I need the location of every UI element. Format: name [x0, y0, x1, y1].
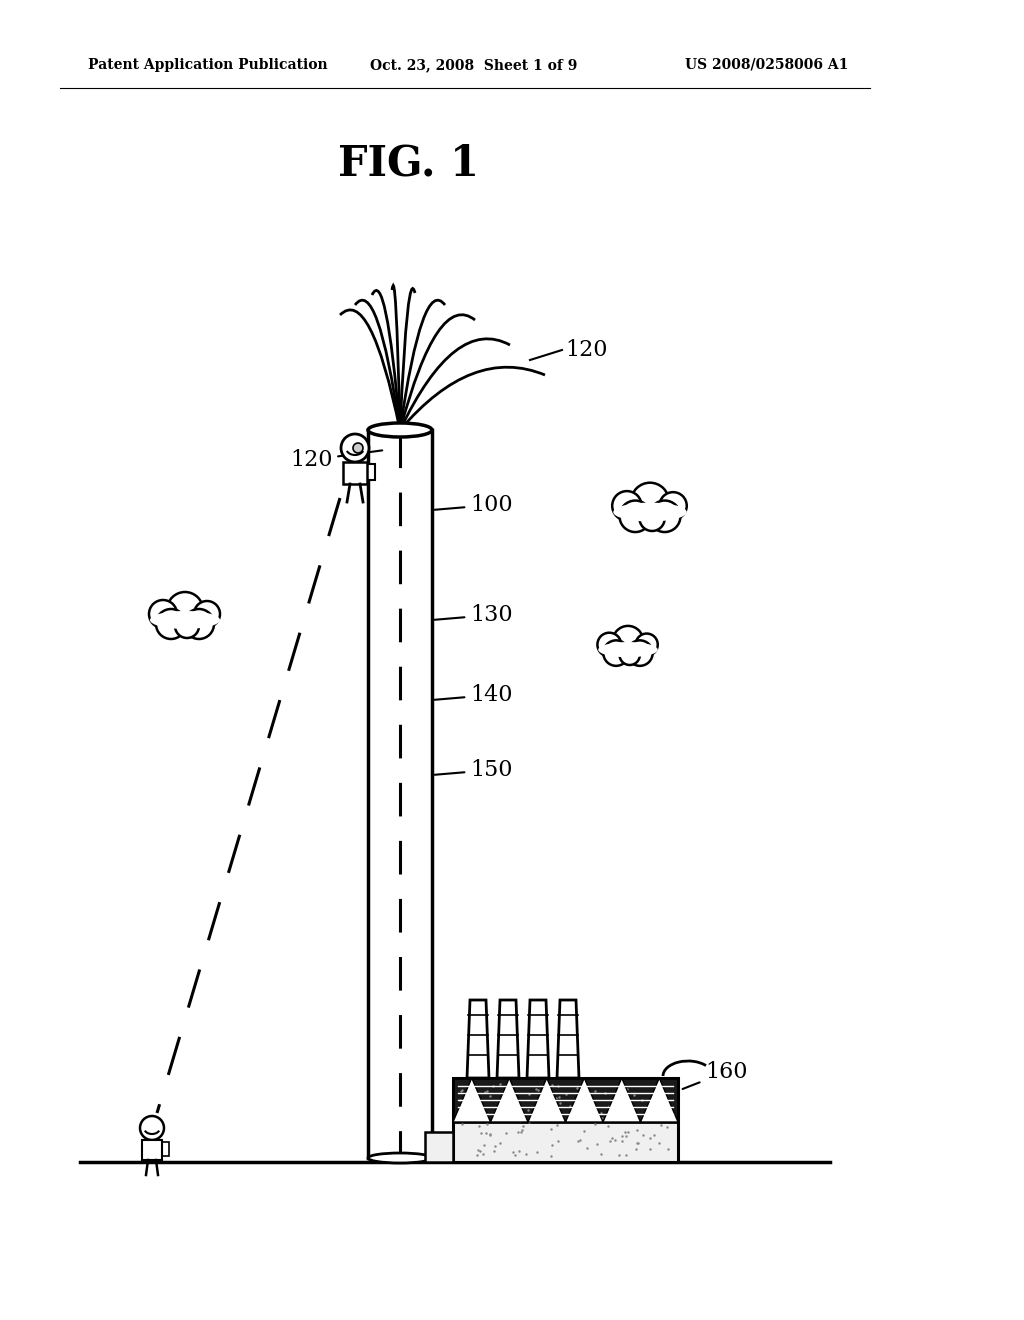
Ellipse shape [147, 605, 222, 631]
Bar [425, 1133, 453, 1162]
Polygon shape [490, 1078, 528, 1122]
Circle shape [353, 444, 362, 453]
Circle shape [156, 609, 186, 639]
Circle shape [597, 632, 622, 656]
Polygon shape [467, 1001, 489, 1078]
Text: US 2008/0258006 A1: US 2008/0258006 A1 [685, 58, 848, 73]
Circle shape [612, 491, 642, 520]
Polygon shape [603, 1078, 640, 1122]
Ellipse shape [613, 503, 687, 521]
Text: 150: 150 [435, 759, 512, 781]
Bar [453, 1078, 678, 1122]
Circle shape [659, 492, 687, 520]
Circle shape [636, 634, 657, 656]
Circle shape [140, 1115, 164, 1140]
Ellipse shape [150, 611, 220, 630]
Circle shape [603, 640, 629, 665]
Circle shape [194, 601, 220, 627]
Circle shape [612, 626, 643, 656]
Bar [343, 462, 367, 484]
Polygon shape [640, 1078, 678, 1122]
Circle shape [167, 591, 203, 628]
Ellipse shape [368, 1152, 432, 1163]
Polygon shape [527, 1001, 549, 1078]
Text: Oct. 23, 2008  Sheet 1 of 9: Oct. 23, 2008 Sheet 1 of 9 [370, 58, 578, 73]
Bar [161, 1142, 169, 1156]
Circle shape [649, 500, 681, 532]
Text: 120: 120 [565, 339, 607, 360]
Ellipse shape [596, 638, 659, 659]
Circle shape [620, 644, 640, 665]
Text: 140: 140 [435, 684, 512, 706]
Polygon shape [497, 1001, 519, 1078]
Circle shape [150, 601, 177, 628]
Text: 160: 160 [683, 1061, 748, 1089]
Circle shape [627, 640, 652, 665]
Polygon shape [565, 1078, 603, 1122]
Circle shape [631, 483, 669, 520]
Bar [142, 1140, 162, 1160]
Ellipse shape [598, 642, 657, 657]
Ellipse shape [610, 496, 689, 524]
Polygon shape [557, 1001, 579, 1078]
Circle shape [184, 609, 214, 639]
Text: FIG. 1: FIG. 1 [338, 143, 478, 183]
Circle shape [640, 506, 665, 531]
Circle shape [341, 434, 369, 462]
Text: Patent Application Publication: Patent Application Publication [88, 58, 328, 73]
Ellipse shape [368, 422, 432, 437]
Polygon shape [453, 1078, 490, 1122]
Text: 100: 100 [435, 494, 513, 516]
Bar [365, 465, 375, 480]
Bar [453, 1078, 678, 1162]
Text: 120: 120 [290, 449, 382, 471]
Text: 130: 130 [435, 605, 513, 626]
Circle shape [175, 614, 199, 638]
Polygon shape [528, 1078, 565, 1122]
Circle shape [620, 500, 651, 532]
